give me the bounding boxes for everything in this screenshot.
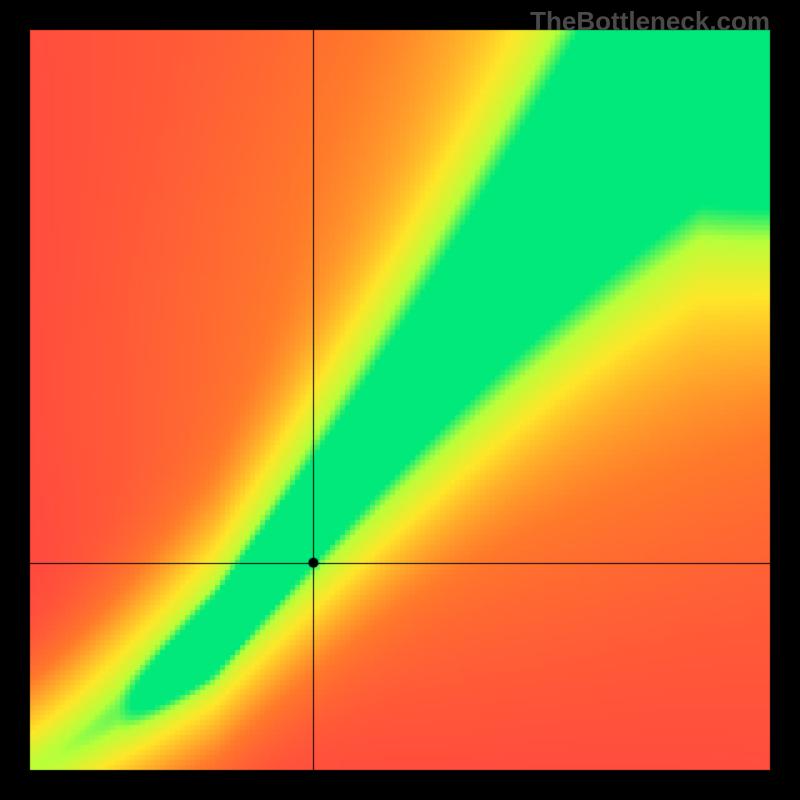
bottleneck-heatmap <box>0 0 800 800</box>
watermark-label: TheBottleneck.com <box>530 6 770 37</box>
